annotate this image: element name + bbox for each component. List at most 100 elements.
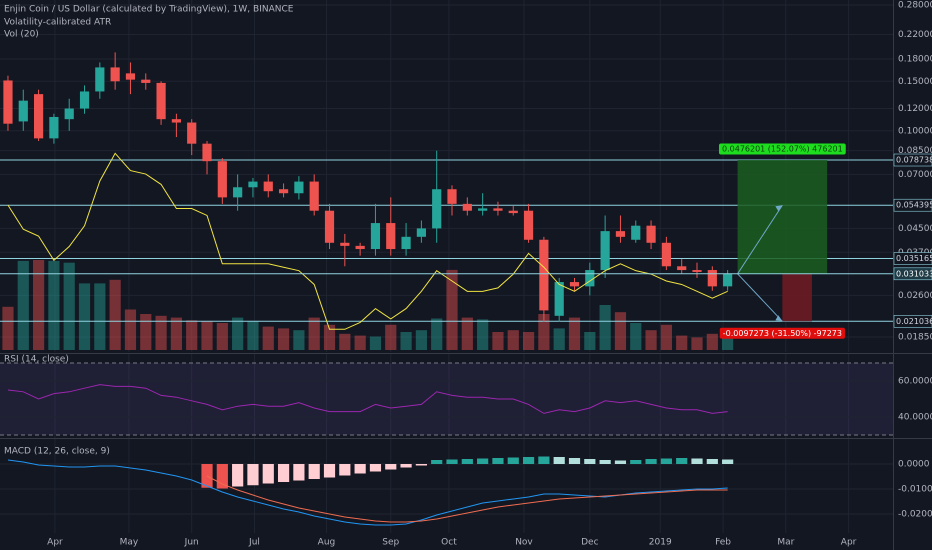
candle-body [233,187,243,198]
candle-body [324,210,335,243]
volume-bar [415,330,427,350]
candle-body [723,273,733,287]
macd-histogram-bar [553,457,565,464]
candle-body [523,210,534,240]
macd-histogram-bar [216,464,228,489]
candle-body [692,270,702,272]
candle-body [141,79,151,83]
volume-bar [614,312,627,350]
y-tick-label: 0.0700000 [898,170,932,180]
macd-histogram-bar [293,464,305,481]
price-label-box [893,252,932,265]
x-tick-label: Apr [47,538,63,548]
y-tick-label: 0.1200000 [898,104,932,114]
y-tick-label: -0.0200 [898,510,932,520]
macd-histogram-bar [369,464,382,472]
x-tick-label: Sep [382,538,399,548]
indicator-title: Vol (20) [4,30,39,40]
volume-bar [400,332,412,350]
y-tick-label: 0.1000000 [898,126,932,136]
candle-body [707,270,717,287]
candle-body [110,67,120,82]
volume-bar [140,314,152,350]
x-tick-label: Jul [248,538,260,548]
y-tick-label: 0.0260000 [898,291,932,301]
indicator-title: MACD (12, 26, close, 9) [4,447,110,457]
candle-body [18,100,28,122]
candle-body [646,225,656,243]
volume-bar [630,323,642,350]
candle-body [508,210,518,214]
y-tick-label: 40.0000 [898,413,932,423]
macd-histogram-bar [339,464,351,476]
volume-bar [323,324,336,350]
candle-body [478,208,488,211]
macd-histogram-bar [630,460,642,464]
macd-histogram-bar [446,459,458,464]
candle-body [125,73,136,80]
volume-bar [262,326,274,350]
volume-bar [232,317,244,350]
y-tick-label: 0.2200000 [898,30,932,40]
macd-histogram-bar [477,458,489,464]
candle-body [677,266,687,271]
volume-bar [201,321,213,350]
macd-histogram-bar [706,459,718,464]
volume-bar [109,279,121,350]
price-label-box [893,315,932,328]
volume-bar [385,324,397,350]
volume-bar [522,332,535,350]
candle-body [493,208,503,211]
volume-bar [155,315,167,350]
candle-body [263,181,273,192]
target-label: 0.0476201 (152.07%) 476201 [722,145,843,154]
macd-histogram-bar [461,459,473,464]
macd-histogram-bar [400,464,412,468]
x-tick-label: Jun [184,538,199,548]
macd-histogram-bar [492,458,504,464]
candle-body [554,282,564,316]
volume-bar [124,309,137,350]
rsi-band [0,363,893,435]
macd-histogram-bar [262,464,274,484]
price-label: 0.0351655 [896,254,932,263]
candle-body [294,181,304,194]
macd-histogram-bar [277,464,290,482]
x-tick-label: 2019 [649,538,672,548]
candle-body [217,161,227,198]
macd-histogram-bar [431,460,443,464]
volume-bar [492,332,504,350]
volume-bar [584,332,596,350]
arrow-head [775,205,783,212]
volume-bar [277,328,290,350]
label-box [719,143,846,155]
macd-histogram-bar [385,464,397,470]
indicator-title: Volatility-calibrated ATR [4,18,111,28]
macd-histogram-bar [415,464,427,466]
y-tick-label: 0.1800000 [898,54,932,64]
candle-body [248,181,258,188]
volume-bar [538,314,550,350]
macd-histogram-bar [599,460,611,464]
volume-bar [369,336,382,350]
x-tick-label: May [120,538,139,548]
price-label: 0.0210362 [896,317,932,326]
macd-histogram-bar [691,458,703,464]
candle-body [355,245,365,250]
volume-bar [676,335,688,350]
volume-bar [170,317,182,350]
macd-histogram-bar [232,464,244,487]
indicator-title: RSI (14, close) [4,355,69,365]
candle-body [539,239,549,311]
x-tick-label: Aug [318,538,336,548]
volume-bar [446,269,458,350]
candle-body [600,231,610,271]
candle-body [370,223,381,250]
volume-bar [94,283,106,350]
volume-bar [48,260,60,350]
macd-histogram-bar [323,464,336,478]
candle-body [187,122,197,144]
volume-bar [78,283,91,350]
stop-label: -0.0097273 (-31.50%) -97273 [723,329,842,338]
